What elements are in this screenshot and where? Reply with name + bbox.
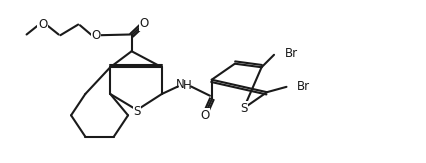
Text: Br: Br — [296, 80, 310, 93]
Text: H: H — [182, 79, 191, 92]
Text: O: O — [91, 29, 101, 42]
Text: S: S — [133, 104, 140, 118]
Text: S: S — [239, 102, 247, 115]
Text: Br: Br — [284, 46, 297, 59]
Text: N: N — [176, 78, 184, 91]
Text: O: O — [199, 109, 209, 122]
Text: O: O — [38, 18, 47, 31]
Text: O: O — [139, 17, 148, 30]
